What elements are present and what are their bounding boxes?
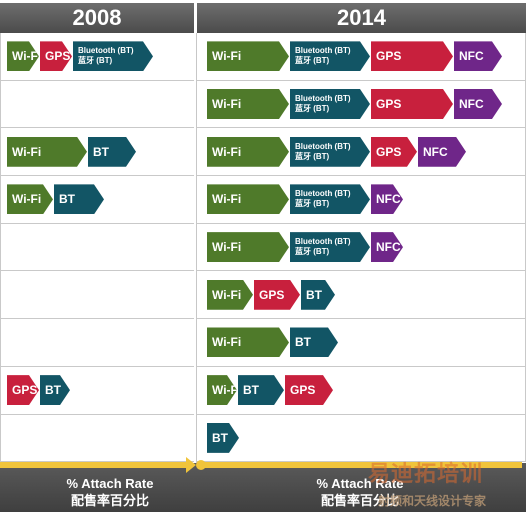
2014-row: Wi-Fi GPS BT (197, 271, 526, 320)
bluetooth-label: Bluetooth (BT) (295, 189, 351, 199)
footer-left-line2: 配售率百分比 (70, 493, 149, 508)
watermark-tagline: 射频和天线设计专家 (378, 494, 487, 508)
2008-row (0, 319, 194, 367)
wifi-chevron: Wi-Fi (207, 41, 289, 71)
attach-rate-arrow-right (202, 462, 522, 468)
bluetooth-chevron: Bluetooth (BT) 蓝牙 (BT) (290, 184, 370, 214)
bluetooth-chevron: Bluetooth (BT) 蓝牙 (BT) (73, 41, 153, 71)
2014-row: BT (197, 414, 526, 463)
wifi-chevron: Wi-Fi (7, 137, 87, 167)
watermark-logo: 易迪拓培训 (368, 461, 484, 486)
bt-chevron: BT (88, 137, 136, 167)
column-2008: Wi-Fi GPS Bluetooth (BT) 蓝牙 (BT) Wi-Fi BT Wi-F… (0, 33, 194, 463)
gps-chevron: GPS (40, 41, 72, 71)
bt-chevron: BT (238, 375, 284, 405)
wifi-chevron: Wi-Fi (7, 41, 39, 71)
gps-chevron: GPS (371, 89, 453, 119)
2014-row: Wi-Fi Bluetooth (BT) 蓝牙 (BT) NFC (197, 176, 526, 224)
2014-row: Wi-Fi Bluetooth (BT) 蓝牙 (BT) GPS NFC (197, 80, 526, 129)
bluetooth-label: Bluetooth (BT) (295, 141, 351, 151)
gps-chevron: GPS (371, 137, 417, 167)
wifi-chevron: Wi-Fi (207, 137, 289, 167)
2014-row: Wi-Fi BT (197, 319, 526, 367)
2014-row: Wi-Fi Bluetooth (BT) 蓝牙 (BT) GPS NFC (197, 33, 526, 81)
footer-right-line1: % Attach Rate (316, 476, 404, 491)
2008-row: Wi-Fi GPS Bluetooth (BT) 蓝牙 (BT) (0, 33, 194, 81)
wifi-chevron: Wi-Fi (207, 375, 237, 405)
gps-chevron: GPS (254, 280, 300, 310)
wifi-chevron: Wi-Fi (207, 89, 289, 119)
2008-row (0, 80, 194, 129)
bt-chevron: BT (290, 327, 338, 357)
nfc-chevron: NFC (371, 184, 403, 214)
wifi-chevron: Wi-Fi (207, 327, 289, 357)
2008-row (0, 414, 194, 463)
arrowhead-left-icon (186, 457, 196, 473)
bluetooth-label-cn: 蓝牙 (BT) (295, 247, 330, 257)
bluetooth-label-cn: 蓝牙 (BT) (295, 199, 330, 209)
attach-rate-arrow-left (0, 462, 188, 468)
nfc-chevron: NFC (371, 232, 403, 262)
gps-chevron: GPS (285, 375, 333, 405)
2008-row (0, 271, 194, 320)
bt-chevron: BT (301, 280, 335, 310)
footer-right-line2: 配售率百分比 (320, 493, 399, 508)
nfc-chevron: NFC (454, 41, 502, 71)
footer-left-line1: % Attach Rate (66, 476, 154, 491)
bluetooth-label: Bluetooth (BT) (295, 94, 351, 104)
wifi-chevron: Wi-Fi (207, 280, 253, 310)
bt-chevron: BT (40, 375, 70, 405)
bluetooth-chevron: Bluetooth (BT) 蓝牙 (BT) (290, 137, 370, 167)
bluetooth-chevron: Bluetooth (BT) 蓝牙 (BT) (290, 41, 370, 71)
2008-row: Wi-Fi BT (0, 128, 194, 177)
wifi-chevron: Wi-Fi (207, 232, 289, 262)
nfc-chevron: NFC (418, 137, 466, 167)
bluetooth-label-cn: 蓝牙 (BT) (295, 104, 330, 114)
bt-chevron: BT (54, 184, 104, 214)
2014-row: Wi-Fi Bluetooth (BT) 蓝牙 (BT) NFC (197, 223, 526, 272)
bluetooth-label-cn: 蓝牙 (BT) (78, 56, 113, 66)
column-2014: Wi-Fi Bluetooth (BT) 蓝牙 (BT) GPS NFC Wi-Fi Blu… (197, 33, 526, 463)
column-divider (196, 33, 197, 463)
footer-caption-right: % Attach Rate 配售率百分比 (270, 475, 450, 509)
2008-row: GPS BT (0, 366, 194, 415)
gps-chevron: GPS (371, 41, 453, 71)
bluetooth-label: Bluetooth (BT) (78, 46, 134, 56)
footer-bar (0, 463, 526, 512)
2008-row (0, 223, 194, 272)
2008-row: Wi-Fi BT (0, 176, 194, 224)
bluetooth-chevron: Bluetooth (BT) 蓝牙 (BT) (290, 89, 370, 119)
bluetooth-label-cn: 蓝牙 (BT) (295, 151, 330, 161)
bluetooth-label: Bluetooth (BT) (295, 46, 351, 56)
nfc-chevron: NFC (454, 89, 502, 119)
gps-chevron: GPS (7, 375, 39, 405)
bluetooth-label-cn: 蓝牙 (BT) (295, 56, 330, 66)
bt-chevron: BT (207, 423, 239, 453)
2014-row: Wi-Fi Bluetooth (BT) 蓝牙 (BT) GPS NFC (197, 128, 526, 177)
arrow-start-dot-icon (196, 460, 206, 470)
wifi-chevron: Wi-Fi (207, 184, 289, 214)
bluetooth-label: Bluetooth (BT) (295, 237, 351, 247)
bluetooth-chevron: Bluetooth (BT) 蓝牙 (BT) (290, 232, 370, 262)
footer-caption-left: % Attach Rate 配售率百分比 (30, 475, 190, 509)
wifi-chevron: Wi-Fi (7, 184, 53, 214)
header-2008: 2008 (0, 3, 194, 33)
header-2014: 2014 (197, 3, 526, 33)
